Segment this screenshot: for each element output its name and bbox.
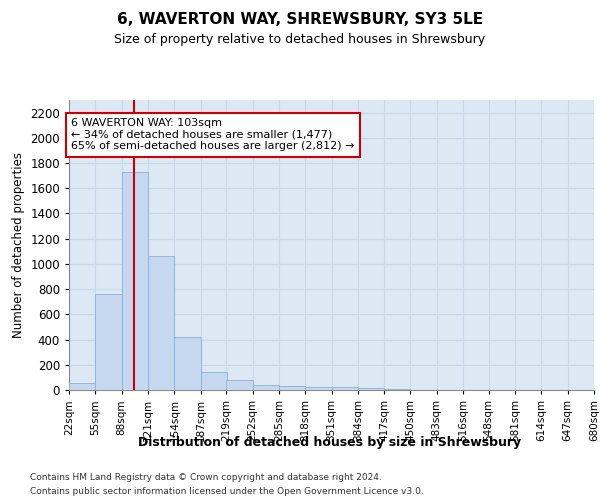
Bar <box>331 388 358 390</box>
Bar <box>358 388 384 390</box>
Bar <box>95 294 122 390</box>
Text: Distribution of detached houses by size in Shrewsbury: Distribution of detached houses by size … <box>139 436 521 449</box>
Bar <box>175 337 200 390</box>
Bar <box>69 383 95 390</box>
Bar <box>253 384 279 390</box>
Text: Contains public sector information licensed under the Open Government Licence v3: Contains public sector information licen… <box>30 488 424 496</box>
Text: 6, WAVERTON WAY, SHREWSBURY, SY3 5LE: 6, WAVERTON WAY, SHREWSBURY, SY3 5LE <box>117 12 483 28</box>
Text: 6 WAVERTON WAY: 103sqm
← 34% of detached houses are smaller (1,477)
65% of semi-: 6 WAVERTON WAY: 103sqm ← 34% of detached… <box>71 118 355 152</box>
Bar <box>305 387 331 390</box>
Text: Size of property relative to detached houses in Shrewsbury: Size of property relative to detached ho… <box>115 32 485 46</box>
Text: Contains HM Land Registry data © Crown copyright and database right 2024.: Contains HM Land Registry data © Crown c… <box>30 472 382 482</box>
Bar <box>200 372 227 390</box>
Bar <box>279 386 305 390</box>
Bar <box>226 380 253 390</box>
Bar <box>148 256 175 390</box>
Bar <box>122 172 148 390</box>
Y-axis label: Number of detached properties: Number of detached properties <box>11 152 25 338</box>
